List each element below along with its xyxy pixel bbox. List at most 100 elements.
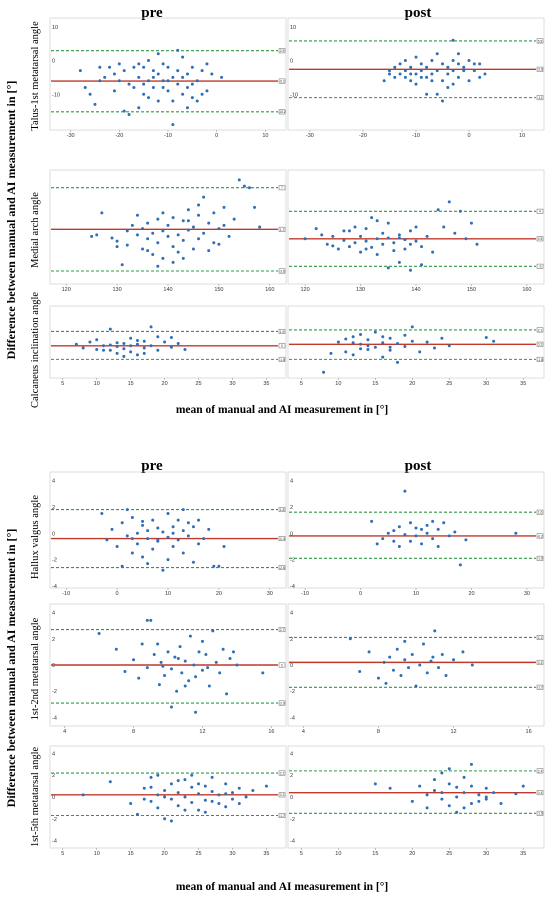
data-point: [364, 227, 368, 231]
x-tick-label: -10: [164, 133, 172, 139]
data-point: [169, 345, 173, 349]
data-point: [210, 775, 214, 779]
upper-loa-line-value: 2.9: [280, 49, 285, 53]
data-point: [103, 75, 107, 79]
data-point: [156, 72, 160, 76]
data-point: [431, 537, 435, 541]
data-point: [102, 344, 106, 348]
y-tick-label: 2: [290, 505, 293, 511]
data-point: [381, 537, 385, 541]
data-point: [212, 241, 216, 245]
mean-difference-line-value-box: [278, 226, 286, 232]
x-tick-label: 10: [94, 851, 100, 857]
data-point: [145, 666, 149, 670]
data-point: [230, 791, 234, 795]
mean-difference-line-value: 0: [281, 663, 283, 667]
data-point: [200, 668, 204, 672]
x-tick-label: -30: [67, 133, 75, 139]
data-point: [478, 75, 482, 79]
x-tick-label: 16: [268, 729, 274, 735]
data-point: [81, 346, 85, 350]
lower-loa-line-value: -1.5: [537, 812, 543, 816]
data-point: [351, 335, 355, 339]
data-point: [406, 666, 410, 670]
row-label-talus: Talus-1st metatarsal angle: [30, 21, 41, 131]
data-point: [373, 330, 377, 334]
data-point: [135, 233, 139, 237]
data-point: [446, 72, 450, 76]
y-tick-label: -4: [290, 715, 295, 721]
data-point: [382, 79, 386, 83]
data-point: [325, 242, 329, 246]
data-point: [161, 86, 165, 89]
data-point: [186, 219, 190, 223]
data-point: [437, 666, 441, 670]
y-tick-label: 2: [290, 637, 293, 643]
data-point: [425, 340, 429, 344]
data-point: [403, 533, 407, 537]
row-label-medial-arch: Medial arch angle: [30, 192, 41, 268]
data-point: [353, 225, 357, 229]
data-point: [210, 790, 214, 794]
data-point: [173, 655, 177, 659]
data-point: [381, 242, 385, 246]
data-point: [117, 62, 121, 66]
column-header-post-bottom: post: [405, 458, 432, 474]
x-tick-label: 25: [446, 851, 452, 857]
data-point: [237, 178, 241, 182]
data-point: [386, 531, 390, 535]
data-point: [472, 69, 476, 73]
data-point: [384, 681, 388, 685]
y-tick-label: -10: [52, 92, 60, 98]
data-point: [207, 527, 211, 531]
data-point: [483, 72, 487, 76]
panel-frame: [49, 305, 287, 379]
upper-loa-line-value: 2.7: [280, 628, 285, 632]
data-point: [130, 537, 134, 541]
data-point: [403, 489, 407, 493]
data-point: [228, 656, 232, 660]
data-point: [190, 82, 194, 86]
data-point: [163, 817, 167, 821]
data-point: [521, 784, 525, 788]
data-point: [314, 227, 318, 231]
data-point: [142, 346, 146, 350]
data-point: [108, 348, 112, 352]
data-point: [251, 788, 255, 792]
data-point: [447, 767, 451, 771]
data-point: [151, 547, 155, 551]
data-point: [171, 260, 175, 264]
data-point: [140, 642, 144, 646]
data-point: [74, 342, 78, 346]
data-point: [122, 109, 126, 113]
data-point: [176, 804, 180, 808]
data-point: [425, 793, 429, 797]
data-point: [195, 79, 199, 83]
data-point: [176, 342, 180, 346]
data-point: [462, 806, 466, 810]
data-point: [386, 221, 390, 225]
data-point: [403, 75, 407, 79]
x-tick-label: 10: [262, 133, 268, 139]
x-tick-label: 4: [63, 729, 66, 735]
data-point: [399, 673, 403, 677]
panel-frame: [287, 471, 545, 589]
data-point: [122, 354, 126, 358]
data-point: [359, 342, 363, 346]
x-tick-label: -20: [115, 133, 123, 139]
data-point: [142, 351, 146, 355]
data-point: [95, 348, 99, 352]
data-point: [388, 655, 392, 659]
row-label-calcaneus: Calcaneus inclination angle: [30, 292, 41, 408]
data-point: [169, 782, 173, 786]
data-point: [451, 38, 455, 42]
data-point: [467, 59, 471, 62]
data-point: [425, 523, 429, 527]
data-point: [141, 227, 145, 231]
lower-loa-line-value-box: [278, 700, 286, 706]
data-point: [392, 241, 396, 245]
data-point: [142, 786, 146, 790]
data-point: [156, 642, 160, 646]
data-point: [146, 249, 150, 253]
data-point: [211, 629, 215, 633]
